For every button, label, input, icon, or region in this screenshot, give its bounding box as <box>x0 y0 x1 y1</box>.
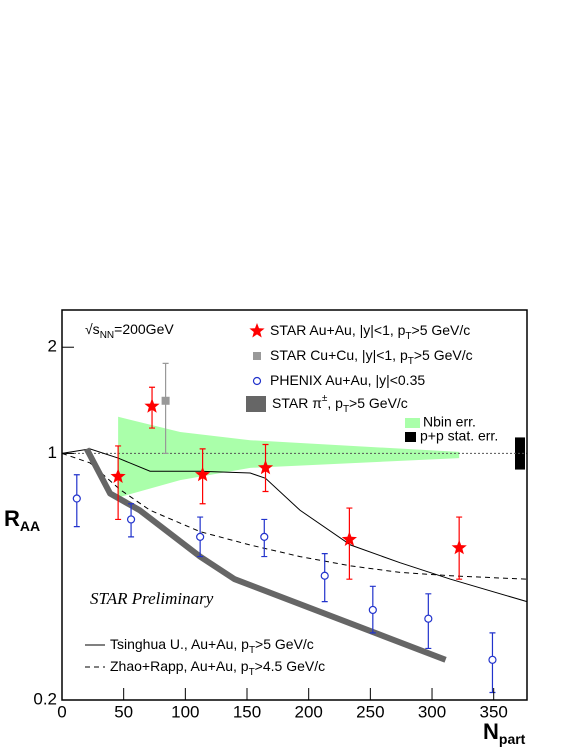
circle-marker <box>196 532 205 541</box>
plot-area <box>61 362 528 694</box>
x-tick-label: 350 <box>480 702 508 721</box>
star-marker <box>257 459 274 475</box>
legend-sub: T <box>249 645 255 656</box>
legend-text: Zhao+Rapp, Au+Au, p <box>110 658 249 674</box>
x-title-text: N <box>483 719 499 744</box>
legend-symbol <box>405 418 420 428</box>
legend-label: p+p stat. err. <box>420 428 498 444</box>
error-bar <box>115 445 122 521</box>
pion-band <box>84 447 447 663</box>
legend-sub: T <box>408 356 414 367</box>
legend-text: , p <box>327 395 343 411</box>
circle-marker <box>488 655 497 664</box>
x-tick-label: 50 <box>114 702 133 721</box>
y-title-sub: AA <box>20 518 40 534</box>
star-marker <box>451 539 467 555</box>
energy-text: =200GeV <box>114 321 174 337</box>
star-marker <box>195 466 211 482</box>
legend-symbol <box>252 376 262 386</box>
legend-text: >5 GeV/c <box>349 395 408 411</box>
legend-label: PHENIX Au+Au, |y|<0.35 <box>270 372 425 388</box>
annotation: STAR Preliminary <box>90 589 214 608</box>
x-tick-label: 300 <box>418 702 446 721</box>
model-curve <box>61 448 528 603</box>
legend-text: >5 GeV/c <box>412 322 471 338</box>
star-marker <box>341 531 357 546</box>
y-tick-label: 0.2 <box>33 689 57 708</box>
nbin-band <box>118 416 460 498</box>
legend-label: STAR Au+Au, |y|<1, pT>5 GeV/c <box>270 322 470 342</box>
error-bar <box>346 507 353 580</box>
x-tick-label: 200 <box>294 702 322 721</box>
energy-label: √sNN=200GeV <box>85 321 174 341</box>
x-tick-label: 250 <box>356 702 384 721</box>
legend-text: STAR Au+Au, |y|<1, p <box>270 322 406 338</box>
legend-label: STAR Cu+Cu, |y|<1, pT>5 GeV/c <box>270 347 473 367</box>
error-bar <box>162 362 169 455</box>
model-curve <box>61 452 528 580</box>
x-tick-label: 150 <box>233 702 261 721</box>
legend-text: STAR π <box>272 395 322 411</box>
legend-label: STAR π±, pT>5 GeV/c <box>272 393 408 415</box>
circle-marker <box>260 532 269 541</box>
legend-sub: T <box>343 404 349 415</box>
legend-symbol <box>405 432 416 442</box>
energy-text: √s <box>85 321 100 337</box>
star-marker <box>144 398 160 413</box>
legend-text: STAR Cu+Cu, |y|<1, p <box>270 347 408 363</box>
legend-text: Tsinghua U., Au+Au, p <box>110 636 249 652</box>
legend-symbol <box>246 396 266 412</box>
legend-text: >4.5 GeV/c <box>255 658 325 674</box>
legend-text: >5 GeV/c <box>255 636 314 652</box>
y-title-text: R <box>4 506 20 531</box>
legend-label: Tsinghua U., Au+Au, pT>5 GeV/c <box>110 636 314 656</box>
x-title-sub: part <box>499 731 526 747</box>
y-axis-title: RAA <box>4 506 40 534</box>
x-tick-label: 100 <box>171 702 199 721</box>
x-tick-label: 0 <box>57 702 66 721</box>
circle-marker <box>72 494 81 503</box>
y-tick-label: 1 <box>48 443 57 462</box>
energy-sub: NN <box>100 330 114 341</box>
legend-symbol <box>253 352 261 360</box>
circle-marker <box>368 605 377 615</box>
legend-sub: T <box>405 331 411 342</box>
frame <box>61 309 528 701</box>
legend-sub: T <box>249 667 255 678</box>
legend-symbol <box>249 323 265 338</box>
legend-sup: ± <box>322 393 328 404</box>
legend-text: >5 GeV/c <box>414 347 473 363</box>
legend-text: PHENIX Au+Au, |y|<0.35 <box>270 372 425 388</box>
x-axis-title: Npart <box>483 719 526 747</box>
square-marker <box>161 396 170 405</box>
circle-marker <box>126 515 136 524</box>
circle-marker <box>320 571 329 580</box>
star-marker <box>110 468 126 483</box>
y-tick-label: 2 <box>48 337 57 356</box>
legend-label: Zhao+Rapp, Au+Au, pT>4.5 GeV/c <box>110 658 325 678</box>
legend-label: Nbin err. <box>423 414 476 430</box>
circle-marker <box>424 614 433 623</box>
